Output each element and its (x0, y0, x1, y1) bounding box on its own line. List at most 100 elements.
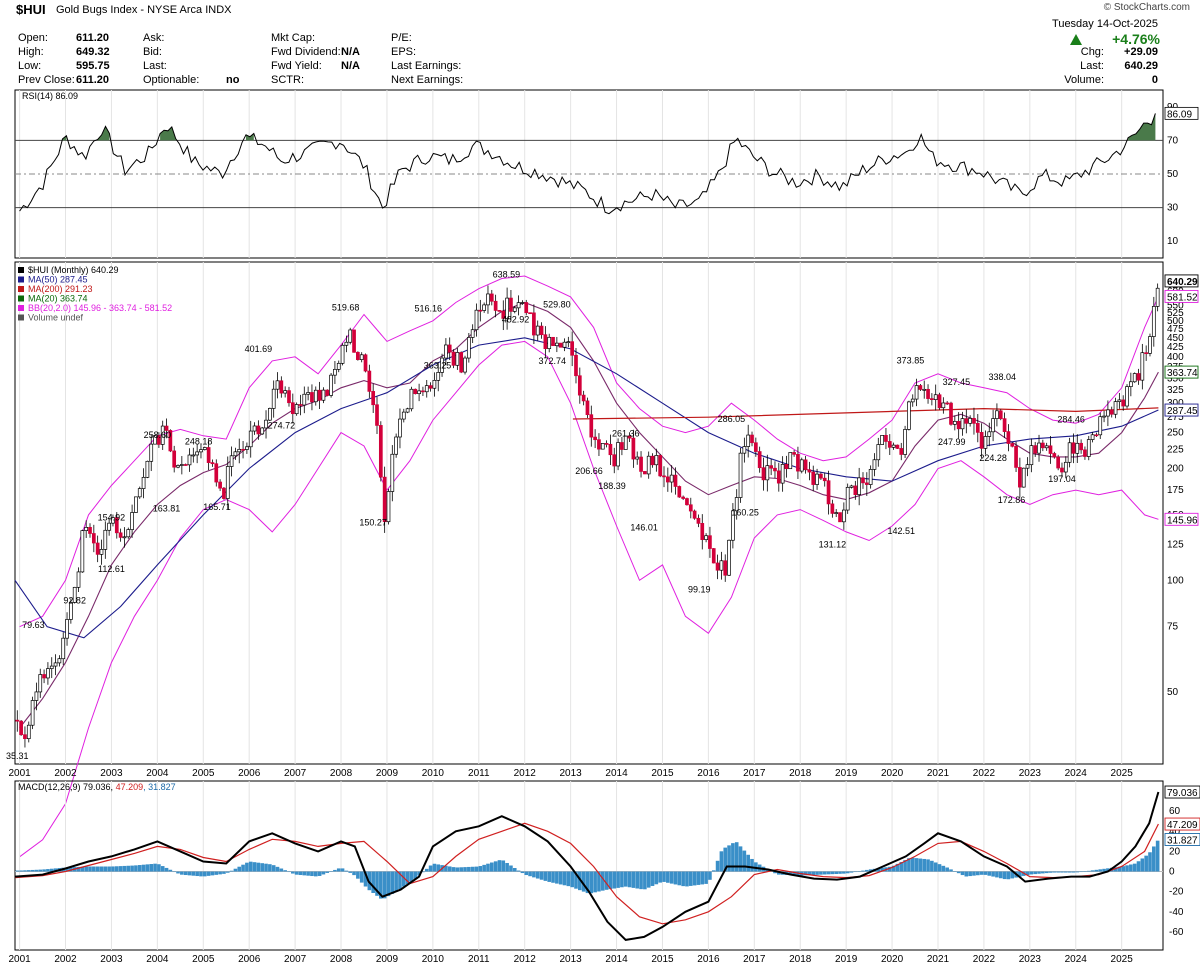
price-right-label-value: 287.45 (1167, 406, 1198, 417)
stockcharts-logo[interactable]: © StockCharts.com (1103, 2, 1190, 13)
candle (352, 329, 356, 353)
price-right-label: 581.52 (1164, 289, 1199, 303)
macd-title-part: 47.209 (116, 782, 144, 792)
price-right-label-value: 145.96 (1167, 515, 1198, 526)
macd-axis-tick: -20 (1169, 887, 1184, 898)
candle (486, 293, 490, 306)
candle (325, 389, 330, 396)
candle (375, 404, 379, 426)
price-annotation: 261.36 (612, 428, 640, 438)
candle (535, 325, 540, 336)
candle (857, 477, 862, 495)
macd-year-label-2016: 2016 (697, 954, 720, 965)
macd-histogram-bar (658, 871, 662, 883)
candle (796, 453, 800, 472)
macd-histogram-bar (715, 860, 720, 872)
macd-histogram-bar (111, 866, 115, 872)
legend-label: BB(20,2.0) 145.96 - 363.74 - 581.52 (28, 303, 172, 313)
macd-histogram-bar (195, 871, 199, 877)
price-axis-tick: 100 (1167, 575, 1184, 586)
candle (233, 451, 238, 457)
macd-histogram-bar (819, 871, 823, 875)
candle (788, 452, 793, 470)
candle (1010, 443, 1015, 447)
price-year-label-2019: 2019 (835, 768, 858, 779)
candle (864, 482, 869, 485)
macd-year-label-2002: 2002 (54, 954, 77, 965)
price-right-label-box (1164, 512, 1199, 526)
macd-year-label-2018: 2018 (789, 954, 812, 965)
macd-axis-tick: 20 (1169, 846, 1181, 857)
candle (493, 300, 498, 311)
macd-histogram-bar (264, 863, 268, 872)
price-annotation: 146.01 (630, 522, 658, 532)
candle (650, 455, 655, 466)
candle (792, 452, 796, 455)
macd-histogram-bar (681, 871, 685, 887)
macd-histogram-bar (214, 871, 219, 875)
price-year-label-2017: 2017 (743, 768, 766, 779)
price-year-label-2002: 2002 (54, 768, 77, 779)
candle (1098, 416, 1103, 436)
high-value: 649.32 (76, 46, 110, 58)
macd-histogram-bar (788, 871, 793, 876)
candle (30, 700, 35, 726)
macd-histogram-bar (1048, 871, 1053, 873)
candle (1151, 306, 1156, 337)
price-annotation: 258.60 (144, 430, 172, 440)
macd-histogram-bar (566, 871, 571, 887)
macd-histogram-bar (914, 858, 919, 872)
price-year-label-2025: 2025 (1111, 768, 1134, 779)
candle (1071, 442, 1076, 454)
macd-year-label-2009: 2009 (376, 954, 399, 965)
legend-item: MA(20) 363.74 (18, 294, 88, 304)
macd-histogram-bar (432, 863, 437, 872)
candle (1094, 434, 1099, 437)
macd-histogram-bar (727, 845, 731, 872)
candle (103, 529, 108, 550)
macd-histogram-bar (509, 865, 513, 872)
macd-histogram-bar (1125, 865, 1129, 872)
macd-histogram-bar (126, 865, 131, 872)
ticker-symbol[interactable]: $HUI (16, 2, 46, 17)
price-year-label-2014: 2014 (605, 768, 628, 779)
macd-histogram-bar (585, 871, 590, 894)
macd-histogram-bar (248, 861, 253, 872)
legend-label: Volume undef (28, 313, 84, 323)
macd-histogram-bar (1132, 863, 1137, 872)
candle (719, 560, 724, 571)
macd-histogram-bar (157, 864, 161, 872)
price-annotation: 92.82 (63, 595, 86, 605)
high-label: High: (18, 46, 44, 58)
macd-histogram-bar (344, 870, 349, 872)
macd-histogram-bar (964, 871, 969, 877)
price-year-label-2021: 2021 (927, 768, 950, 779)
candle (746, 434, 751, 447)
price-annotation: 142.51 (887, 526, 915, 536)
legend-item: MA(50) 287.45 (18, 275, 88, 285)
candle (444, 344, 448, 359)
candle (692, 510, 697, 519)
candle (1113, 401, 1118, 415)
mktcap-label: Mkt Cap: (271, 32, 316, 44)
candle (520, 302, 525, 304)
candle (1132, 373, 1137, 383)
macd-year-label-2013: 2013 (560, 954, 583, 965)
macd-histogram-bar (880, 867, 884, 872)
candle (256, 425, 261, 435)
price-annotation: 338.04 (989, 372, 1017, 382)
candlesticks (15, 283, 1160, 748)
macd-histogram-bar (987, 871, 992, 876)
candle (1025, 464, 1030, 469)
candle (72, 586, 77, 603)
macd-histogram-bar (555, 871, 559, 884)
bb-lower-band (19, 340, 1159, 858)
candle (405, 408, 410, 413)
candle (260, 427, 265, 435)
price-annotation: 165.71 (203, 502, 231, 512)
price-right-label: 287.45 (1164, 403, 1199, 417)
macd-histogram-bar (937, 864, 942, 872)
macd-histogram-bar (237, 866, 242, 872)
macd-histogram-bar (654, 871, 659, 885)
